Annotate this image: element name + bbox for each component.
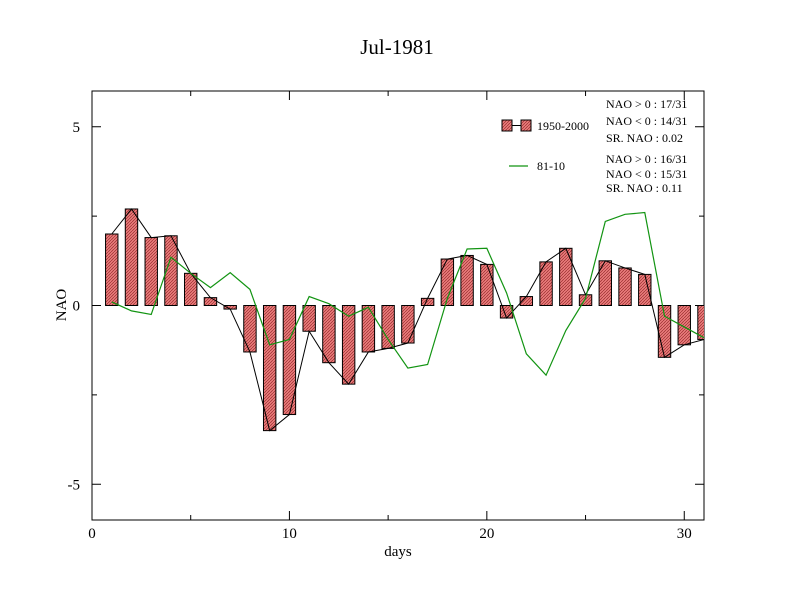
- bar: [243, 305, 257, 353]
- bar: [559, 247, 573, 307]
- bar: [381, 305, 395, 349]
- x-tick-label: 30: [677, 526, 692, 542]
- bar: [460, 254, 474, 306]
- y-tick-label: 0: [73, 299, 81, 315]
- bar: [618, 267, 632, 306]
- bar: [697, 305, 704, 340]
- legend-label-1950-2000: 1950-2000: [537, 119, 589, 133]
- bar: [302, 305, 316, 332]
- legend-swatch-1950-2000-right: [520, 119, 532, 132]
- stat-sr-nao-81-10: SR. NAO : 0.11: [606, 181, 683, 195]
- stat-nao-negative-1950-2000: NAO < 0 : 14/31: [606, 114, 687, 128]
- series-line-1950-2000: [111, 208, 704, 432]
- bar: [105, 233, 119, 306]
- stat-nao-negative-81-10: NAO < 0 : 15/31: [606, 167, 687, 181]
- bar: [322, 305, 336, 364]
- stat-nao-positive-1950-2000: NAO > 0 : 17/31: [606, 97, 687, 111]
- bar-series-1950-2000: [105, 208, 704, 432]
- y-tick-label: -5: [68, 477, 81, 493]
- x-tick-label: 20: [479, 526, 494, 542]
- bar: [341, 305, 356, 385]
- bar: [124, 208, 139, 307]
- y-tick-label: 5: [73, 120, 81, 136]
- chart-title: Jul-1981: [360, 35, 434, 59]
- bar: [144, 237, 158, 306]
- line-series-group: [111, 208, 704, 432]
- stats-annotation-81-10: NAO > 0 : 16/31 NAO < 0 : 15/31 SR. NAO …: [606, 152, 687, 195]
- legend-label-81-10: 81-10: [537, 159, 565, 173]
- stats-annotation-1950-2000: NAO > 0 : 17/31 NAO < 0 : 14/31 SR. NAO …: [606, 97, 687, 145]
- y-axis-label: NAO: [54, 289, 70, 322]
- legend: 1950-2000 81-10: [501, 119, 589, 173]
- bar: [638, 273, 652, 306]
- bar: [203, 297, 218, 307]
- series-line-81-10: [111, 211, 704, 377]
- x-tick-label: 10: [282, 526, 297, 542]
- bar: [401, 305, 415, 344]
- axes: 0 10 20 30 -5 0 5: [68, 91, 704, 542]
- bar: [361, 305, 376, 353]
- legend-swatch-1950-2000-left: [501, 119, 513, 132]
- bar: [480, 263, 494, 307]
- bar: [539, 261, 553, 307]
- x-axis-label: days: [384, 544, 412, 560]
- x-tick-label: 0: [88, 526, 96, 542]
- stat-nao-positive-81-10: NAO > 0 : 16/31: [606, 152, 687, 166]
- stat-sr-nao-1950-2000: SR. NAO : 0.02: [606, 131, 683, 145]
